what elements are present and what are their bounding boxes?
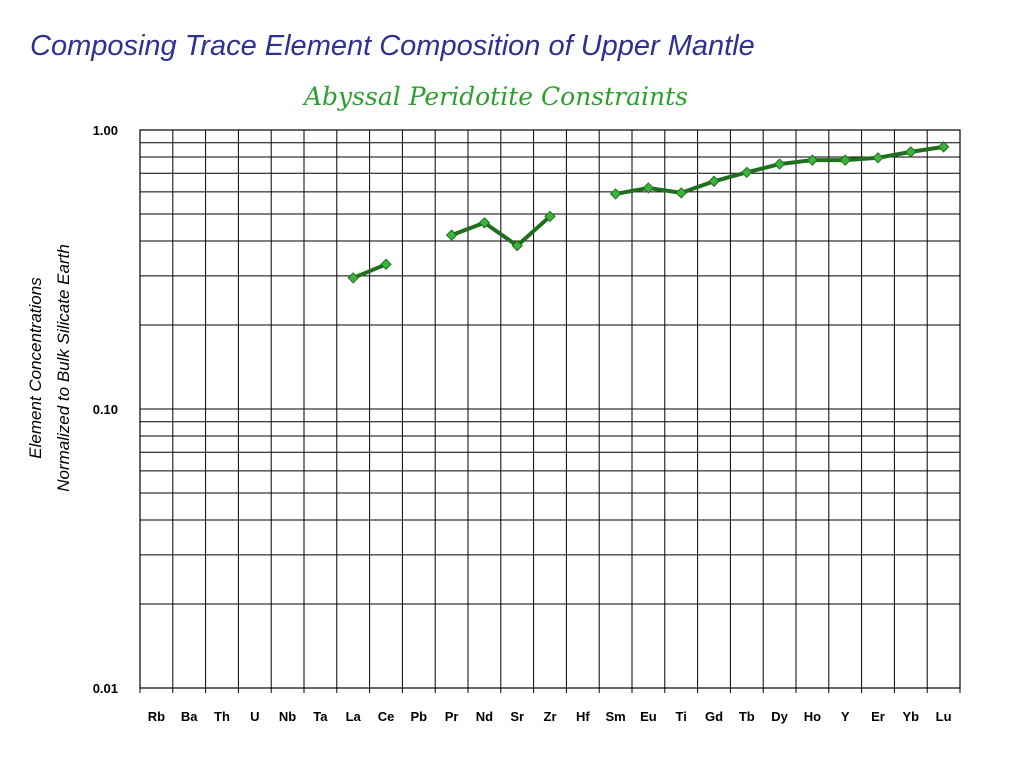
x-tick-label: Gd bbox=[705, 709, 723, 724]
x-tick-label: Hf bbox=[576, 709, 590, 724]
x-tick-label: Sm bbox=[605, 709, 625, 724]
y-tick-label: 0.01 bbox=[93, 681, 118, 696]
data-point bbox=[741, 166, 753, 179]
data-point bbox=[839, 154, 851, 166]
y-axis-title-line2: Normalized to Bulk Silicate Earth bbox=[54, 244, 73, 492]
data-point bbox=[675, 187, 687, 199]
chart-ticks: Rb Ba Th U Nb Ta La Ce Pb Pr Nd Sr Zr Hf Sm Eu Ti Gd Tb Dy H… bbox=[93, 123, 961, 724]
data-point bbox=[544, 210, 556, 223]
data-point bbox=[708, 175, 720, 187]
plot-frame bbox=[139, 129, 961, 689]
series-line bbox=[352, 262, 387, 280]
x-tick-label: Pr bbox=[445, 709, 459, 724]
x-tick-label: Nb bbox=[279, 709, 296, 724]
data-point bbox=[937, 141, 950, 153]
data-point bbox=[642, 182, 655, 194]
x-tick-label: Eu bbox=[640, 709, 657, 724]
x-tick-label: Ce bbox=[378, 709, 395, 724]
x-tick-label: Zr bbox=[544, 709, 557, 724]
slide-title: Composing Trace Element Composition of U… bbox=[30, 30, 755, 62]
x-tick-label: Er bbox=[871, 709, 885, 724]
x-tick-label: Th bbox=[214, 709, 230, 724]
data-point bbox=[445, 229, 458, 241]
x-tick-label: Dy bbox=[771, 709, 788, 724]
x-tick-label: La bbox=[346, 709, 362, 724]
x-tick-label: Tb bbox=[739, 709, 755, 724]
data-point bbox=[609, 188, 622, 200]
data-point bbox=[806, 154, 819, 166]
x-tick-label: U bbox=[250, 709, 259, 724]
x-tick-label: Ta bbox=[313, 709, 328, 724]
x-tick-label: Ba bbox=[181, 709, 198, 724]
data-point bbox=[511, 239, 523, 252]
x-tick-label: Ho bbox=[804, 709, 821, 724]
x-tick-label: Sr bbox=[510, 709, 524, 724]
data-point bbox=[347, 272, 359, 284]
x-tick-label: Y bbox=[841, 709, 850, 724]
y-tick-label: 1.00 bbox=[93, 123, 118, 138]
data-point bbox=[380, 258, 392, 271]
data-point bbox=[773, 158, 786, 170]
x-tick-label: Pb bbox=[410, 709, 427, 724]
y-tick-label: 0.10 bbox=[93, 402, 118, 417]
x-tick-label: Rb bbox=[148, 709, 165, 724]
chart-series bbox=[347, 141, 950, 284]
series-line bbox=[450, 214, 552, 248]
x-tick-label: Yb bbox=[902, 709, 919, 724]
x-tick-label: Lu bbox=[936, 709, 952, 724]
x-tick-label: Ti bbox=[676, 709, 687, 724]
chart-grid bbox=[139, 129, 961, 689]
data-point bbox=[905, 146, 917, 158]
chart-title: Abyssal Peridotite Constraints bbox=[304, 82, 688, 111]
data-point bbox=[872, 152, 884, 164]
y-axis-title-line1: Element Concentrations bbox=[26, 277, 45, 459]
data-point bbox=[478, 217, 491, 229]
x-tick-label: Nd bbox=[476, 709, 493, 724]
